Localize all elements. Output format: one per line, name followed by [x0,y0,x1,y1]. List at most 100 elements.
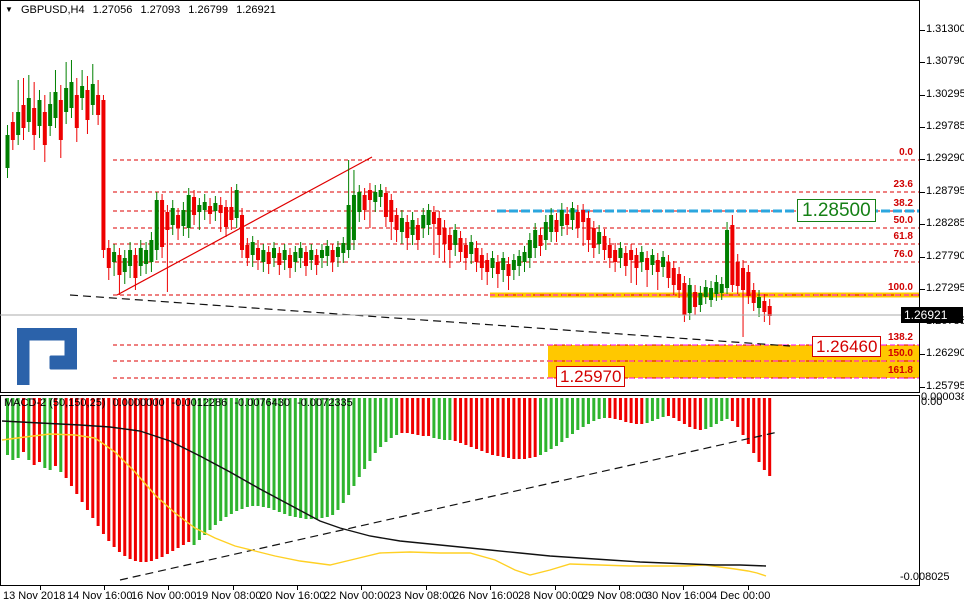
macd-histogram-bar [235,398,239,511]
candle-body [181,210,186,226]
macd-histogram-bar [379,398,383,447]
price-chart-pane[interactable] [0,0,920,393]
time-axis-label: 28 Nov 00:00 [518,590,584,602]
candle-body [623,253,628,266]
ohlc-high: 1.27093 [140,4,181,16]
candle-body [58,100,63,140]
macd-histogram-bar [736,398,740,427]
price-axis-label: 1.28285 [926,217,964,229]
macd-histogram-bar [267,398,271,508]
candle-body [613,250,618,262]
price-axis-tick [920,159,925,160]
price-axis-tick [920,224,925,225]
ascending-trendline[interactable] [116,156,373,296]
candle-body [256,248,261,260]
macd-histogram-bar [85,398,89,510]
candle-body [144,250,149,264]
macd-histogram-bar [91,398,95,518]
macd-histogram-bar [272,398,276,510]
candle-body [730,225,735,285]
macd-histogram-bar [650,398,654,421]
macd-histogram-bar [37,398,41,462]
time-axis-tick [168,586,169,590]
descending-dashed-trendline[interactable] [69,294,791,347]
candle-body [575,212,580,228]
macd-histogram-bar [533,398,537,457]
price-axis-tick [920,289,925,290]
macd-histogram-bar [128,398,132,559]
candle-body [293,252,298,262]
macd-histogram-bar [634,398,638,424]
candle-body [170,208,175,225]
support-zone-bottom-label[interactable]: 1.25970 [556,366,626,387]
macd-histogram-bar [661,398,665,417]
support-zone-top-label[interactable]: 1.26460 [812,336,882,357]
candle-body [314,255,319,265]
macd-histogram-bar [363,398,367,469]
macd-value-2: -0.0076430 [234,397,291,409]
time-axis-label: 29 Nov 08:00 [582,590,648,602]
macd-histogram-bar [682,398,686,424]
macd-histogram-bar [560,398,564,442]
macd-histogram-bar [320,398,324,518]
macd-histogram-bar [400,398,404,433]
time-axis-label: 30 Nov 16:00 [646,590,712,602]
macd-histogram-bar [197,398,201,540]
candle-body [341,243,346,253]
macd-histogram-bar [43,398,47,468]
price-axis[interactable]: 1.31300 1.30790 1.30295 1.29785 1.29290 1.287… [920,0,964,586]
ohlc-close: 1.26921 [236,4,276,16]
macd-histogram-bar [389,398,393,438]
macd-histogram-bar [501,398,505,457]
candle-body [261,250,266,262]
candle-body [128,250,133,266]
resistance-level-label[interactable]: 1.28500 [797,199,876,222]
candle-body [485,260,490,272]
candle-body [202,202,207,210]
macd-histogram-bar [411,398,415,434]
candle-body [10,122,15,140]
time-axis-tick [40,586,41,590]
candle-body [703,287,708,297]
price-axis-label: 1.27790 [926,250,964,262]
macd-histogram-bar [219,398,223,521]
macd-histogram-bar [165,398,169,554]
r-logo-icon [17,328,77,385]
macd-histogram-bar [123,398,127,556]
time-axis-label: 13 Nov 2018 [3,590,66,602]
candle-body [757,297,762,308]
macd-histogram-bar [640,398,644,424]
candle-body [224,207,229,227]
macd-histogram-bar [315,398,319,519]
time-axis-tick [748,586,749,590]
macd-histogram-bar [485,398,489,453]
macd-histogram-bar [730,398,734,421]
macd-histogram-bar [277,398,281,512]
macd-histogram-bar [528,398,532,458]
macd-dashed-trendline[interactable] [119,431,779,581]
candle-body [229,207,234,220]
candle-body [245,245,250,258]
candle-body [767,306,772,316]
candle-body [405,222,410,238]
time-axis-tick [555,586,556,590]
candle-body [373,192,378,202]
candle-body [218,205,223,213]
candle-body [719,284,724,293]
macd-histogram-bar [149,398,153,561]
time-axis[interactable]: 13 Nov 2018 14 Nov 16:00 16 Nov 00:00 19 No… [0,586,964,608]
candle-body [32,108,37,135]
macd-histogram-bar [586,398,590,424]
macd-histogram-bar [405,398,409,433]
candle-body [410,220,415,235]
candle-body [69,82,74,108]
macd-header: MACD-2 (50,150,25) 0.0000000 -0.0012286 … [4,397,357,409]
candle-body [309,250,314,260]
candle-body [490,258,495,268]
candle-body [687,285,692,313]
macd-histogram-bar [704,398,708,429]
symbol-timeframe: GBPUSD,H4 [20,4,85,16]
candle-body [762,301,767,312]
symbol-marker-icon[interactable]: ▼ [5,5,13,14]
macd-histogram-bar [21,398,25,452]
